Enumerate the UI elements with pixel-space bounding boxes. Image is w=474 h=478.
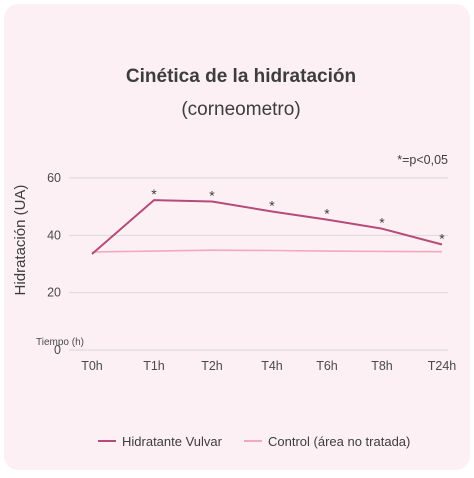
significance-marker-t1h: * bbox=[151, 186, 157, 202]
y-tick-label-60: 60 bbox=[47, 171, 61, 185]
y-tick-label-40: 40 bbox=[47, 228, 61, 242]
y-tick-label-20: 20 bbox=[47, 286, 61, 300]
significance-note: *=p<0,05 bbox=[397, 153, 448, 167]
significance-marker-t24h: * bbox=[439, 231, 445, 247]
significance-markers: * * * * * * bbox=[151, 186, 445, 246]
y-tick-labels: 0 20 40 60 bbox=[47, 171, 61, 357]
x-tick-label-t2h: T2h bbox=[201, 359, 223, 373]
x-tick-label-t24h: T24h bbox=[428, 359, 457, 373]
legend-label-hidratante: Hidratante Vulvar bbox=[122, 434, 223, 449]
significance-marker-t4h: * bbox=[269, 198, 275, 214]
x-tick-labels: T0h T1h T2h T4h T6h T8h T24h bbox=[81, 359, 456, 373]
x-tick-label-t1h: T1h bbox=[143, 359, 165, 373]
x-tick-label-t4h: T4h bbox=[261, 359, 283, 373]
legend-label-control: Control (área no tratada) bbox=[268, 434, 410, 449]
series-line-control bbox=[91, 249, 443, 253]
series-line-hidratante bbox=[91, 199, 443, 255]
x-tick-label-t8h: T8h bbox=[371, 359, 393, 373]
significance-marker-t2h: * bbox=[209, 188, 215, 204]
significance-marker-t8h: * bbox=[379, 215, 385, 231]
x-tick-label-t0h: T0h bbox=[81, 359, 103, 373]
x-tick-label-t6h: T6h bbox=[316, 359, 338, 373]
y-tick-label-0: 0 bbox=[54, 343, 61, 357]
series-layer bbox=[91, 199, 443, 255]
legend: Hidratante Vulvar Control (área no trata… bbox=[98, 434, 410, 449]
chart-svg: Cinética de la hidratación (corneometro)… bbox=[12, 66, 456, 449]
significance-marker-t6h: * bbox=[324, 206, 330, 222]
x-axis-label: Tiempo (h) bbox=[36, 337, 84, 348]
y-axis-label: Hidratación (UA) bbox=[12, 185, 29, 296]
grid-layer bbox=[69, 177, 448, 351]
chart-title: Cinética de la hidratación bbox=[126, 66, 356, 87]
chart-subtitle: (corneometro) bbox=[181, 99, 300, 120]
chart-card: Cinética de la hidratación (corneometro)… bbox=[4, 4, 470, 470]
